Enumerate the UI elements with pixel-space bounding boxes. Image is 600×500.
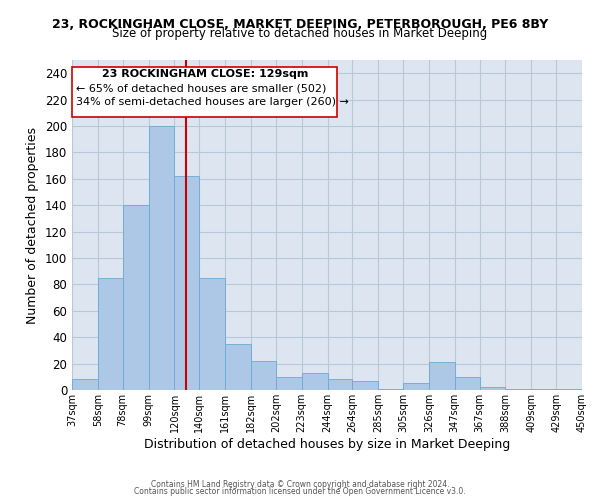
FancyBboxPatch shape [72, 66, 337, 117]
Bar [276, 377, 302, 390]
Bar [352, 381, 378, 390]
Bar [122, 205, 149, 390]
Bar [149, 126, 175, 390]
Text: ← 65% of detached houses are smaller (502): ← 65% of detached houses are smaller (50… [76, 84, 326, 94]
Bar [532, 388, 556, 390]
Bar [403, 384, 429, 390]
Text: 23, ROCKINGHAM CLOSE, MARKET DEEPING, PETERBOROUGH, PE6 8BY: 23, ROCKINGHAM CLOSE, MARKET DEEPING, PE… [52, 18, 548, 30]
Bar [429, 362, 455, 390]
Bar [98, 278, 122, 390]
Bar [556, 388, 582, 390]
Text: Size of property relative to detached houses in Market Deeping: Size of property relative to detached ho… [112, 28, 488, 40]
Bar [302, 373, 328, 390]
Bar [225, 344, 251, 390]
Bar [251, 361, 276, 390]
Bar [328, 380, 352, 390]
Bar [72, 380, 98, 390]
Text: 23 ROCKINGHAM CLOSE: 129sqm: 23 ROCKINGHAM CLOSE: 129sqm [101, 69, 308, 79]
Bar [479, 388, 505, 390]
Bar [378, 388, 403, 390]
Y-axis label: Number of detached properties: Number of detached properties [26, 126, 39, 324]
Text: 34% of semi-detached houses are larger (260) →: 34% of semi-detached houses are larger (… [76, 97, 349, 107]
Bar [175, 176, 199, 390]
Text: Contains public sector information licensed under the Open Government Licence v3: Contains public sector information licen… [134, 487, 466, 496]
Text: Contains HM Land Registry data © Crown copyright and database right 2024.: Contains HM Land Registry data © Crown c… [151, 480, 449, 489]
Bar [455, 377, 479, 390]
Bar [505, 388, 532, 390]
Bar [199, 278, 225, 390]
X-axis label: Distribution of detached houses by size in Market Deeping: Distribution of detached houses by size … [144, 438, 510, 450]
